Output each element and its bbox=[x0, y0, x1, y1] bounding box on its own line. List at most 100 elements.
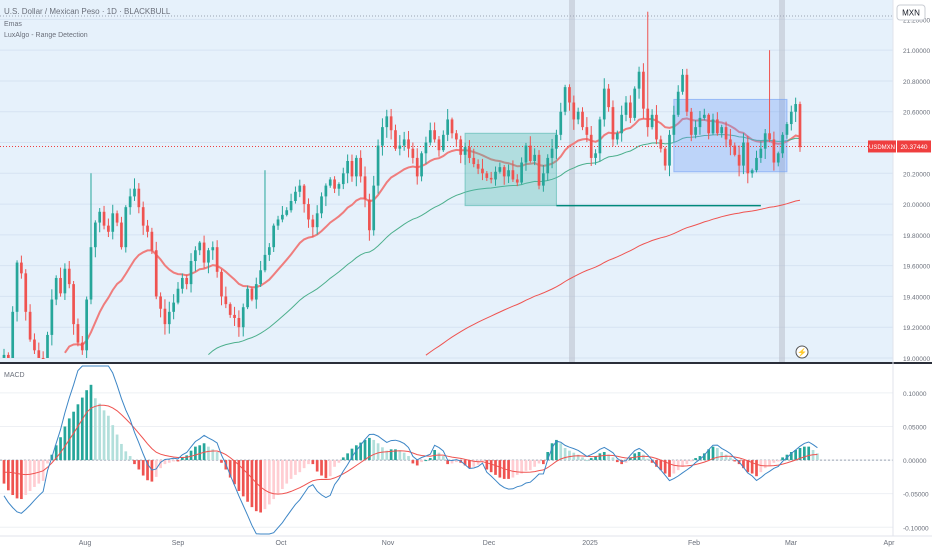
candle-body[interactable] bbox=[650, 114, 654, 128]
macd-histogram-bar[interactable] bbox=[763, 460, 767, 469]
candle-body[interactable] bbox=[20, 262, 23, 274]
candle-body[interactable] bbox=[455, 133, 458, 140]
candle-body[interactable] bbox=[441, 134, 445, 151]
macd-histogram-bar[interactable] bbox=[776, 460, 780, 462]
candle-body[interactable] bbox=[528, 145, 532, 161]
candle-body[interactable] bbox=[207, 250, 210, 263]
macd-histogram-bar[interactable] bbox=[402, 452, 406, 461]
macd-histogram-bar[interactable] bbox=[315, 460, 319, 472]
macd-histogram-bar[interactable] bbox=[437, 452, 441, 461]
candle-body[interactable] bbox=[180, 277, 184, 289]
macd-histogram-bar[interactable] bbox=[72, 411, 75, 461]
macd-histogram-bar[interactable] bbox=[624, 460, 628, 463]
candle-body[interactable] bbox=[637, 71, 641, 89]
macd-histogram-bar[interactable] bbox=[163, 460, 167, 465]
macd-histogram-bar[interactable] bbox=[702, 453, 706, 461]
candle-body[interactable] bbox=[394, 130, 397, 149]
candle-body[interactable] bbox=[589, 134, 593, 158]
macd-histogram-bar[interactable] bbox=[137, 460, 141, 470]
candle-body[interactable] bbox=[376, 145, 380, 186]
macd-histogram-bar[interactable] bbox=[302, 460, 306, 469]
candle-body[interactable] bbox=[7, 354, 10, 358]
candle-body[interactable] bbox=[768, 133, 771, 140]
candle-body[interactable] bbox=[750, 170, 754, 174]
candle-body[interactable] bbox=[167, 311, 171, 325]
macd-histogram-bar[interactable] bbox=[180, 457, 184, 461]
candle-body[interactable] bbox=[311, 219, 315, 228]
candle-body[interactable] bbox=[128, 196, 132, 208]
candle-body[interactable] bbox=[437, 139, 441, 151]
candle-body[interactable] bbox=[76, 324, 80, 343]
candle-body[interactable] bbox=[476, 164, 480, 169]
candle-body[interactable] bbox=[655, 114, 658, 140]
candle-body[interactable] bbox=[346, 160, 349, 174]
candle-body[interactable] bbox=[481, 168, 484, 174]
macd-histogram-bar[interactable] bbox=[472, 460, 476, 467]
macd-histogram-bar[interactable] bbox=[267, 460, 271, 505]
macd-histogram-bar[interactable] bbox=[354, 445, 358, 461]
candle-body[interactable] bbox=[315, 213, 319, 228]
candle-body[interactable] bbox=[685, 74, 689, 112]
candle-body[interactable] bbox=[389, 116, 393, 131]
candle-body[interactable] bbox=[611, 107, 615, 140]
macd-histogram-bar[interactable] bbox=[341, 457, 345, 461]
macd-histogram-bar[interactable] bbox=[363, 439, 367, 461]
macd-histogram-bar[interactable] bbox=[159, 460, 162, 469]
macd-histogram-bar[interactable] bbox=[333, 460, 336, 467]
macd-histogram-bar[interactable] bbox=[246, 460, 249, 502]
symbol-badge[interactable] bbox=[868, 140, 896, 153]
candle-body[interactable] bbox=[111, 213, 115, 232]
macd-histogram-bar[interactable] bbox=[772, 460, 776, 463]
macd-histogram-bar[interactable] bbox=[415, 460, 419, 466]
candle-body[interactable] bbox=[276, 219, 280, 226]
candle-body[interactable] bbox=[607, 88, 610, 108]
macd-histogram-bar[interactable] bbox=[189, 450, 193, 461]
macd-histogram-bar[interactable] bbox=[794, 450, 797, 461]
candle-body[interactable] bbox=[80, 342, 84, 351]
candle-body[interactable] bbox=[2, 354, 6, 358]
candle-body[interactable] bbox=[633, 88, 637, 118]
candle-body[interactable] bbox=[524, 145, 528, 163]
macd-histogram-bar[interactable] bbox=[54, 445, 58, 461]
candle-body[interactable] bbox=[233, 314, 236, 318]
candle-body[interactable] bbox=[642, 71, 645, 109]
macd-histogram-bar[interactable] bbox=[515, 460, 519, 475]
macd-histogram-bar[interactable] bbox=[289, 460, 293, 479]
candle-body[interactable] bbox=[781, 134, 784, 154]
macd-histogram-bar[interactable] bbox=[102, 410, 106, 461]
macd-histogram-bar[interactable] bbox=[502, 460, 506, 479]
macd-histogram-bar[interactable] bbox=[307, 460, 310, 465]
candle-body[interactable] bbox=[733, 145, 737, 155]
candle-body[interactable] bbox=[63, 268, 67, 294]
macd-histogram-bar[interactable] bbox=[768, 460, 771, 466]
candle-body[interactable] bbox=[755, 157, 758, 171]
candle-body[interactable] bbox=[694, 127, 697, 135]
macd-histogram-bar[interactable] bbox=[294, 460, 297, 475]
candle-body[interactable] bbox=[563, 87, 567, 112]
candle-body[interactable] bbox=[494, 171, 497, 180]
macd-histogram-bar[interactable] bbox=[7, 460, 10, 491]
macd-histogram-bar[interactable] bbox=[211, 449, 215, 461]
price-axis[interactable]: 21.2000021.0000020.8000020.6000020.40000… bbox=[868, 0, 931, 536]
macd-histogram-bar[interactable] bbox=[585, 460, 589, 462]
macd-histogram-bar[interactable] bbox=[468, 460, 471, 469]
candle-body[interactable] bbox=[559, 111, 563, 135]
candle-body[interactable] bbox=[720, 127, 724, 134]
candle-body[interactable] bbox=[320, 196, 323, 214]
macd-histogram-bar[interactable] bbox=[781, 457, 784, 461]
candle-body[interactable] bbox=[337, 184, 341, 189]
candle-body[interactable] bbox=[241, 307, 245, 328]
candle-body[interactable] bbox=[298, 185, 302, 192]
macd-histogram-bar[interactable] bbox=[620, 460, 624, 465]
macd-histogram-bar[interactable] bbox=[311, 460, 315, 465]
macd-histogram-bar[interactable] bbox=[141, 460, 145, 476]
candle-body[interactable] bbox=[698, 117, 702, 128]
macd-histogram-bar[interactable] bbox=[237, 460, 241, 491]
macd-histogram-bar[interactable] bbox=[576, 454, 580, 461]
candle-body[interactable] bbox=[759, 148, 763, 158]
macd-histogram-bar[interactable] bbox=[724, 454, 728, 461]
candle-body[interactable] bbox=[533, 154, 537, 161]
macd-histogram-bar[interactable] bbox=[407, 456, 410, 461]
macd-histogram-bar[interactable] bbox=[646, 458, 650, 461]
macd-histogram-bar[interactable] bbox=[441, 456, 445, 461]
